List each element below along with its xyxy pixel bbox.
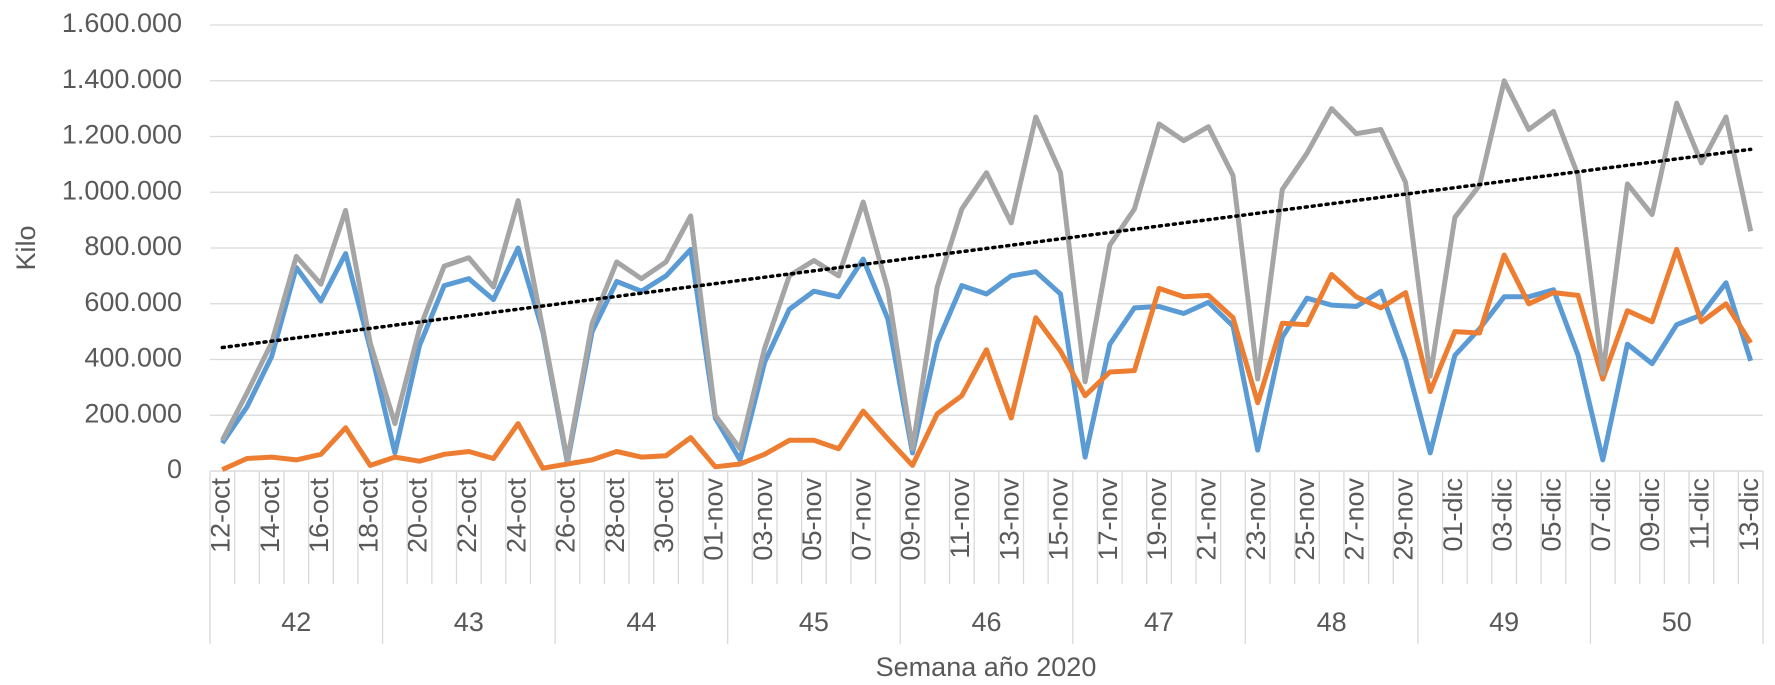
y-tick-label: 0 xyxy=(167,454,182,484)
y-tick-label: 400.000 xyxy=(84,343,182,373)
x-tick-label: 18-oct xyxy=(353,478,383,554)
series-line xyxy=(221,246,1753,472)
x-tick-label: 27-nov xyxy=(1339,478,1369,561)
x-tick-label: 16-oct xyxy=(304,478,334,554)
x-tick-label: 12-oct xyxy=(205,478,235,554)
x-tick-label: 03-nov xyxy=(748,478,778,561)
series-line xyxy=(220,78,1754,463)
group-label: 49 xyxy=(1489,607,1519,637)
x-tick-label: 13-dic xyxy=(1734,478,1764,552)
trendline xyxy=(220,147,1753,350)
x-tick-label: 09-dic xyxy=(1635,478,1665,552)
x-tick-label: 26-oct xyxy=(551,478,581,554)
x-tick-label: 01-dic xyxy=(1438,478,1468,552)
x-tick-label: 11-dic xyxy=(1684,478,1714,550)
x-tick-label: 22-oct xyxy=(452,478,482,554)
x-tick-label: 20-oct xyxy=(403,478,433,554)
y-tick-label: 200.000 xyxy=(84,398,182,428)
group-label: 43 xyxy=(454,607,484,637)
x-tick-label: 05-dic xyxy=(1537,478,1567,552)
x-tick-label: 11-nov xyxy=(945,478,975,559)
x-tick-label: 21-nov xyxy=(1191,478,1221,561)
group-label: 44 xyxy=(626,607,656,637)
x-tick-label: 13-nov xyxy=(994,478,1024,561)
x-tick-label: 05-nov xyxy=(797,478,827,561)
group-label: 47 xyxy=(1144,607,1174,637)
x-axis-title: Semana año 2020 xyxy=(876,652,1097,682)
x-tick-label: 24-oct xyxy=(501,478,531,554)
group-label: 50 xyxy=(1662,607,1692,637)
group-label: 45 xyxy=(799,607,829,637)
x-tick-label: 17-nov xyxy=(1093,478,1123,561)
y-tick-label: 1.400.000 xyxy=(62,64,182,94)
y-tick-label: 1.200.000 xyxy=(62,120,182,150)
group-label: 46 xyxy=(971,607,1001,637)
y-tick-label: 1.000.000 xyxy=(62,175,182,205)
y-tick-label: 1.600.000 xyxy=(62,8,182,38)
series-line xyxy=(220,245,1754,466)
x-tick-label: 23-nov xyxy=(1241,478,1271,561)
x-tick-label: 03-dic xyxy=(1487,478,1517,552)
x-tick-label: 19-nov xyxy=(1142,478,1172,561)
group-label: 42 xyxy=(281,607,311,637)
x-tick-label: 15-nov xyxy=(1044,478,1074,561)
x-tick-label: 28-oct xyxy=(600,478,630,554)
x-tick-label: 29-nov xyxy=(1389,478,1419,561)
x-tick-label: 01-nov xyxy=(698,478,728,561)
y-axis-title: Kilo xyxy=(11,225,41,270)
x-tick-label: 09-nov xyxy=(896,478,926,561)
group-label: 48 xyxy=(1317,607,1347,637)
x-tick-label: 07-nov xyxy=(846,478,876,561)
y-tick-label: 800.000 xyxy=(84,231,182,261)
x-tick-label: 30-oct xyxy=(649,478,679,554)
y-tick-label: 600.000 xyxy=(84,287,182,317)
x-tick-label: 07-dic xyxy=(1586,478,1616,552)
x-tick-label: 14-oct xyxy=(255,478,285,554)
x-tick-label: 25-nov xyxy=(1290,478,1320,561)
